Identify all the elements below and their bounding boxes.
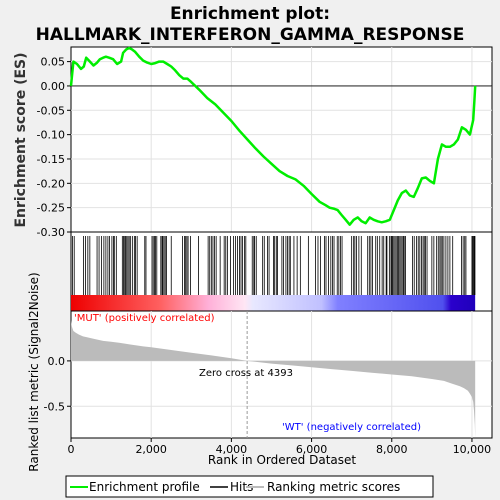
- negative-correlation-label: 'WT' (negatively correlated): [282, 422, 421, 433]
- metric-y-axis-ticks: 0.0 -0.5: [44, 355, 71, 413]
- es-y-tick-label: -0.25: [37, 202, 65, 215]
- es-panel: 0.05 0.00 -0.05 -0.10 -0.15 -0.20 -0.25 -0.30 E…: [13, 46, 493, 239]
- legend-label-hits: Hits: [230, 480, 253, 494]
- x-axis-label: Rank in Ordered Dataset: [208, 453, 356, 467]
- x-tick-label: 10,000: [453, 443, 492, 456]
- x-tick-label: 0: [68, 443, 75, 456]
- x-tick-label: 8,000: [376, 443, 408, 456]
- es-y-axis-ticks: 0.05 0.00 -0.05 -0.10 -0.15 -0.20 -0.25 -0.30: [37, 56, 71, 239]
- x-tick-label: 6,000: [296, 443, 328, 456]
- metric-y-tick-label: -0.5: [44, 400, 65, 413]
- legend: Enrichment profile Hits Ranking metric s…: [65, 475, 434, 498]
- metric-y-tick-label: 0.0: [48, 355, 66, 368]
- es-panel-background: [70, 46, 493, 233]
- hits-panel: [70, 231, 493, 312]
- es-y-tick-label: -0.30: [37, 226, 65, 239]
- zero-cross-label: Zero cross at 4393: [199, 368, 293, 379]
- x-tick-label: 4,000: [216, 443, 248, 456]
- metric-panel: 0.0 -0.5 0 2,000 4,000 6,000 8,000 10,000 'MUT…: [27, 272, 493, 472]
- es-y-tick-label: -0.20: [37, 177, 65, 190]
- metric-y-axis-label: Ranked list metric (Signal2Noise): [27, 272, 41, 471]
- x-tick-label: 2,000: [135, 443, 167, 456]
- es-y-tick-label: -0.05: [37, 104, 65, 117]
- hit-markers: [72, 236, 476, 295]
- enrichment-profile-line: [69, 46, 477, 226]
- positive-correlation-label: 'MUT' (positively correlated): [74, 313, 215, 324]
- legend-label-enrichment-profile: Enrichment profile: [89, 480, 200, 494]
- es-y-tick-label: -0.15: [37, 153, 65, 166]
- plot-title-line1: Enrichment plot:: [170, 4, 330, 24]
- es-y-tick-label: 0.00: [41, 80, 66, 93]
- es-y-tick-label: -0.10: [37, 129, 65, 142]
- rank-color-bar: [71, 295, 476, 311]
- es-y-tick-label: 0.05: [41, 56, 66, 69]
- legend-label-ranking-metric: Ranking metric scores: [267, 480, 400, 494]
- plot-title-line2: HALLMARK_INTERFERON_GAMMA_RESPONSE: [36, 25, 465, 45]
- x-axis-ticks: 0 2,000 4,000 6,000 8,000 10,000: [68, 438, 492, 456]
- es-y-axis-label: Enrichment score (ES): [13, 52, 29, 227]
